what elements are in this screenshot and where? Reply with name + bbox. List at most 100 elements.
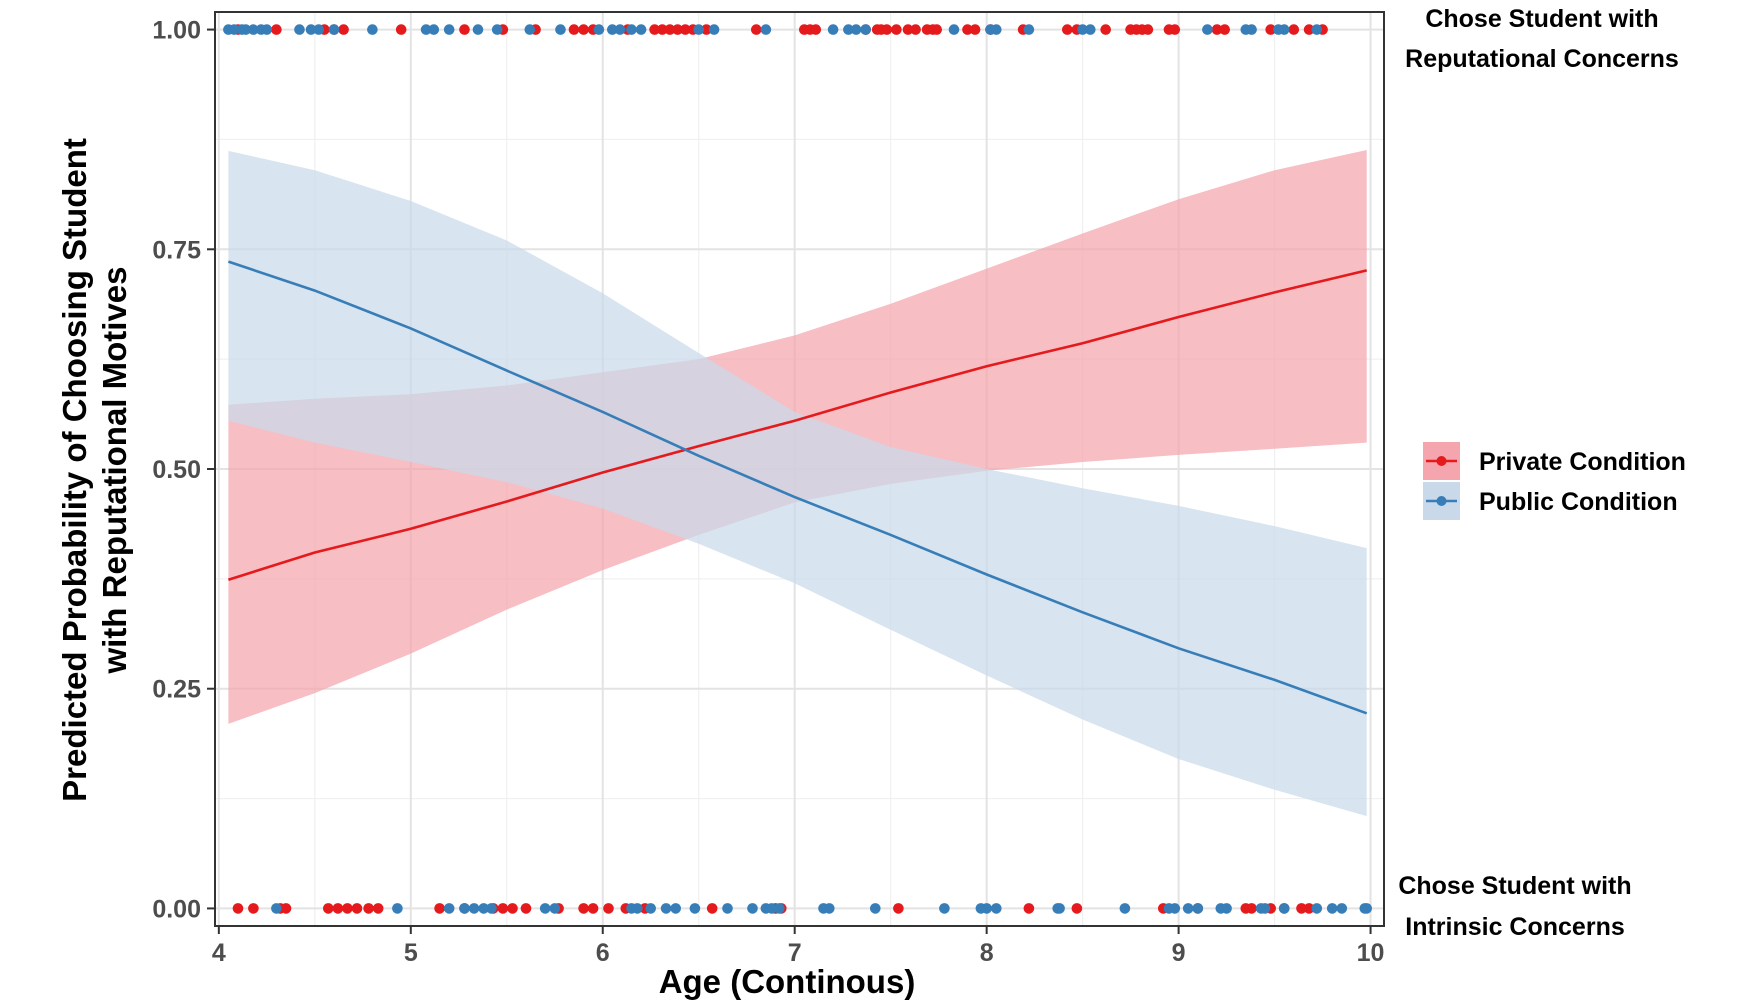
y-axis-title-line-1-text: Predicted Probability of Choosing Studen… — [56, 138, 93, 802]
point-public-chose-intrinsic — [459, 903, 470, 914]
point-private-chose-intrinsic — [323, 903, 334, 914]
point-public-chose-reputational — [472, 24, 484, 35]
point-private-chose-intrinsic — [603, 903, 614, 914]
confidence-ribbons — [228, 150, 1367, 817]
point-public-chose-reputational — [948, 24, 960, 35]
point-private-chose-reputational — [657, 24, 668, 35]
point-public-chose-intrinsic — [747, 903, 758, 914]
annotation-bottom-line-2: Intrinsic Concerns — [1405, 913, 1625, 941]
point-private-chose-reputational — [751, 24, 762, 35]
point-public-chose-intrinsic — [689, 903, 701, 914]
point-private-chose-reputational — [910, 24, 921, 35]
point-private-chose-reputational — [568, 24, 580, 35]
point-public-chose-reputational — [367, 24, 378, 35]
annotation-top-line-2: Reputational Concerns — [1405, 45, 1679, 73]
point-public-chose-intrinsic — [1278, 903, 1290, 914]
point-public-chose-reputational — [328, 24, 340, 35]
x-tick-label: 5 — [404, 939, 418, 967]
point-public-chose-reputational — [593, 24, 605, 35]
point-public-chose-intrinsic — [774, 903, 785, 914]
point-public-chose-reputational — [626, 24, 637, 35]
point-private-chose-intrinsic — [497, 903, 509, 914]
point-private-chose-reputational — [701, 24, 712, 35]
y-tick-label: 0.75 — [152, 236, 201, 264]
point-public-chose-intrinsic — [1326, 903, 1338, 914]
point-public-chose-intrinsic — [1311, 903, 1323, 914]
raw-data-points — [223, 24, 1372, 914]
point-private-chose-intrinsic — [893, 903, 904, 914]
point-public-chose-intrinsic — [981, 903, 992, 914]
ribbon-public — [228, 150, 1367, 817]
point-public-chose-intrinsic — [443, 903, 455, 914]
point-private-chose-intrinsic — [232, 903, 244, 914]
point-public-chose-intrinsic — [1182, 903, 1194, 914]
point-private-chose-reputational — [271, 24, 282, 35]
point-private-chose-reputational — [1219, 24, 1230, 35]
point-public-chose-intrinsic — [468, 903, 480, 914]
point-public-chose-reputational — [614, 24, 626, 35]
legend: Private Condition Public Condition — [1423, 442, 1686, 520]
point-public-chose-reputational — [248, 24, 259, 35]
fit-line-private — [228, 269, 1368, 581]
point-private-chose-reputational — [1303, 24, 1315, 35]
point-public-chose-reputational — [1311, 24, 1323, 35]
point-public-chose-reputational — [760, 24, 772, 35]
annotation-bottom-line-1: Chose Student with — [1398, 872, 1631, 900]
x-tick-label: 9 — [1172, 939, 1186, 967]
point-public-chose-reputational — [1077, 24, 1088, 35]
point-public-chose-reputational — [555, 24, 566, 35]
point-public-chose-reputational — [991, 24, 1002, 35]
point-public-chose-reputational — [1085, 24, 1096, 35]
point-private-chose-reputational — [664, 24, 676, 35]
point-public-chose-reputational — [827, 24, 839, 35]
point-public-chose-intrinsic — [1259, 903, 1271, 914]
point-private-chose-reputational — [1169, 24, 1181, 35]
point-public-chose-intrinsic — [939, 903, 950, 914]
y-axis-title-line-2-text: with Reputational Motives — [96, 266, 133, 674]
point-public-chose-intrinsic — [660, 903, 672, 914]
y-tick-label: 0.00 — [152, 895, 201, 923]
point-public-chose-reputational — [491, 24, 503, 35]
point-public-chose-intrinsic — [1221, 903, 1232, 914]
point-public-chose-intrinsic — [1192, 903, 1204, 914]
point-public-chose-reputational — [428, 24, 440, 35]
fitted-lines — [227, 260, 1368, 715]
point-public-chose-reputational — [240, 24, 251, 35]
x-tick-label: 8 — [980, 939, 994, 967]
y-tick-label: 1.00 — [152, 17, 201, 45]
point-public-chose-reputational — [305, 24, 317, 35]
point-private-chose-intrinsic — [248, 903, 259, 914]
y-tick-label: 0.25 — [152, 676, 201, 704]
point-private-chose-intrinsic — [520, 903, 532, 914]
point-public-chose-intrinsic — [539, 903, 551, 914]
point-private-chose-reputational — [881, 24, 893, 35]
point-private-chose-intrinsic — [1246, 903, 1257, 914]
point-private-chose-intrinsic — [372, 903, 384, 914]
point-private-chose-intrinsic — [1296, 903, 1307, 914]
y-tick-label: 0.50 — [152, 456, 201, 484]
point-public-chose-intrinsic — [486, 903, 497, 914]
point-private-chose-intrinsic — [280, 903, 292, 914]
point-private-chose-reputational — [891, 24, 902, 35]
point-public-chose-reputational — [313, 24, 325, 35]
point-private-chose-reputational — [649, 24, 660, 35]
point-private-chose-intrinsic — [587, 903, 599, 914]
point-private-chose-reputational — [1100, 24, 1111, 35]
point-public-chose-intrinsic — [1169, 903, 1181, 914]
point-private-chose-reputational — [810, 24, 822, 35]
point-public-chose-intrinsic — [271, 903, 282, 914]
point-public-chose-reputational — [850, 24, 862, 35]
point-private-chose-reputational — [1211, 24, 1223, 35]
legend-key-private-point — [1436, 456, 1447, 466]
point-public-chose-reputational — [1023, 24, 1035, 35]
point-public-chose-intrinsic — [722, 903, 733, 914]
point-public-chose-reputational — [1202, 24, 1213, 35]
point-private-chose-intrinsic — [351, 903, 363, 914]
point-private-chose-reputational — [578, 24, 589, 35]
point-private-chose-reputational — [969, 24, 981, 35]
point-public-chose-reputational — [294, 24, 305, 35]
x-tick-label: 10 — [1357, 939, 1385, 967]
point-private-chose-intrinsic — [1303, 903, 1315, 914]
point-private-chose-intrinsic — [332, 903, 344, 914]
